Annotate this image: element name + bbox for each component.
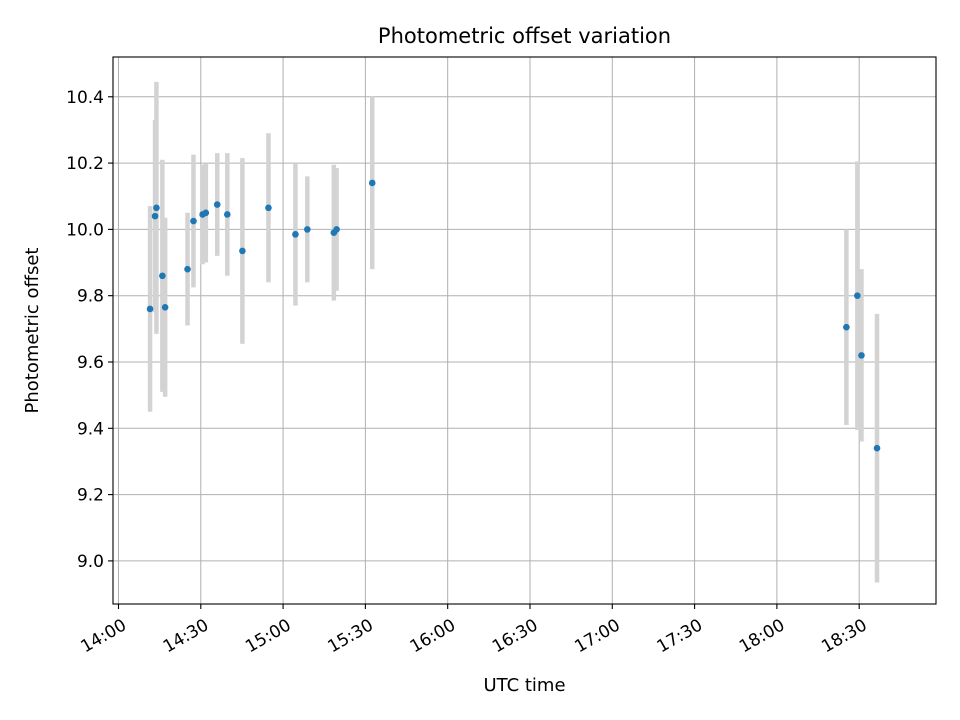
data-point xyxy=(151,212,159,220)
data-point xyxy=(153,204,160,212)
plot-frame xyxy=(112,56,937,605)
data-point xyxy=(184,265,191,273)
x-tick-label: 17:30 xyxy=(654,615,706,657)
x-tick-label: 18:30 xyxy=(818,615,870,657)
x-gridlines xyxy=(117,57,860,604)
x-tick-label: 16:30 xyxy=(489,615,541,657)
x-tick-label: 15:00 xyxy=(242,615,294,657)
data-point xyxy=(333,226,340,233)
data-point xyxy=(304,226,311,233)
y-tick-label: 9.6 xyxy=(77,353,104,373)
error-bars xyxy=(147,81,880,583)
data-point xyxy=(159,272,166,280)
data-point xyxy=(265,204,272,212)
y-gridlines xyxy=(113,96,936,562)
data-point xyxy=(161,303,169,311)
x-axis-ticks: 14:00 14:30 15:00 15:30 16:00 16:30 17:00 17:30… xyxy=(78,604,871,657)
y-tick-label: 9.8 xyxy=(77,287,104,307)
data-point xyxy=(854,292,861,299)
data-point xyxy=(858,352,865,359)
y-tick-label: 10.4 xyxy=(66,88,104,108)
x-tick-label: 16:00 xyxy=(407,615,459,657)
data-point xyxy=(202,209,210,217)
data-point xyxy=(224,211,231,218)
x-tick-label: 18:00 xyxy=(736,615,788,657)
data-point xyxy=(239,247,246,255)
data-point xyxy=(873,444,881,452)
y-tick-label: 10.2 xyxy=(66,154,104,174)
y-tick-label: 9.0 xyxy=(77,552,104,572)
x-tick-label: 17:00 xyxy=(571,615,623,657)
y-tick-label: 9.4 xyxy=(77,419,104,439)
chart-title: Photometric offset variation xyxy=(378,24,671,48)
data-point xyxy=(368,179,376,187)
x-tick-label: 15:30 xyxy=(324,615,376,657)
x-tick-label: 14:00 xyxy=(78,615,130,657)
data-point xyxy=(146,305,154,313)
data-point xyxy=(843,323,850,331)
data-point xyxy=(190,217,197,225)
x-tick-label: 14:30 xyxy=(160,615,212,657)
y-tick-label: 10.0 xyxy=(66,220,104,240)
y-axis-label: Photometric offset xyxy=(22,248,43,414)
y-axis-ticks: 9.0 9.2 9.4 9.6 9.8 10.0 10.2 10.4 xyxy=(66,88,113,572)
y-tick-label: 9.2 xyxy=(77,486,104,506)
x-axis-label: UTC time xyxy=(483,675,565,696)
data-point xyxy=(213,201,221,208)
data-point xyxy=(292,231,299,238)
data-points xyxy=(146,179,881,452)
